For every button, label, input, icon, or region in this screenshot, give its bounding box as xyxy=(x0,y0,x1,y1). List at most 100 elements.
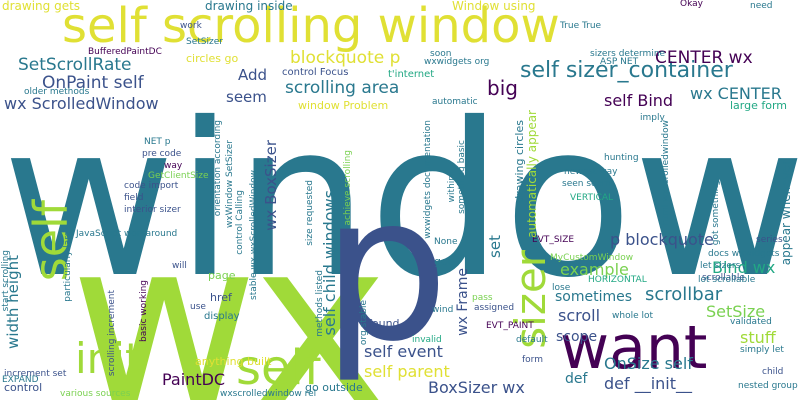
cloud-word: GetClientSize xyxy=(148,172,209,181)
cloud-word: BoxSizer wx xyxy=(428,380,525,396)
cloud-word: href xyxy=(210,292,232,303)
cloud-word: validated xyxy=(730,318,772,327)
cloud-word: will xyxy=(172,262,187,271)
cloud-word: automatically appear xyxy=(526,110,538,238)
cloud-word: whole lot xyxy=(612,312,653,321)
cloud-word: field xyxy=(124,194,143,203)
cloud-word: pre code xyxy=(142,150,181,159)
cloud-word: Window using xyxy=(452,0,536,12)
cloud-word: scrolling area xyxy=(285,80,399,97)
cloud-word: circles go xyxy=(186,53,238,64)
cloud-word: CENTER wx xyxy=(655,50,753,67)
cloud-word: PaintDC xyxy=(162,372,225,388)
cloud-word: code import xyxy=(124,182,178,191)
cloud-word: ASP NET xyxy=(600,58,638,67)
cloud-word: wind xyxy=(432,306,453,315)
cloud-word: wxWindow SetSizer xyxy=(226,140,235,228)
cloud-word: wx ScrolledWindow xyxy=(4,96,159,112)
cloud-word: EVT_PAINT xyxy=(486,322,534,331)
cloud-word: blockquote p xyxy=(290,50,400,67)
cloud-word: org stable xyxy=(360,300,369,345)
cloud-word: need xyxy=(750,2,773,11)
cloud-word: large form xyxy=(730,100,787,111)
cloud-word: hunting xyxy=(604,154,639,163)
cloud-word: got something xyxy=(712,180,721,245)
cloud-word: drawing inside xyxy=(205,0,293,12)
cloud-word: SetSizer xyxy=(186,38,223,47)
cloud-word: lot scrollable xyxy=(698,276,755,285)
cloud-word: achieve scrolling xyxy=(344,150,353,226)
cloud-word: something basic xyxy=(458,140,467,214)
cloud-word: basic working xyxy=(140,280,149,342)
cloud-word: within xyxy=(448,175,457,202)
cloud-word: older methods xyxy=(24,88,89,97)
cloud-word: appear whenever xyxy=(780,160,792,265)
cloud-word: assigned xyxy=(474,304,514,313)
cloud-word: NET p xyxy=(144,138,171,147)
cloud-word: VERTICAL xyxy=(570,194,613,203)
cloud-word: None xyxy=(434,238,457,247)
cloud-word: MyCustomWindow xyxy=(550,254,633,263)
cloud-word: let sizers xyxy=(700,262,740,271)
cloud-word: display xyxy=(204,312,240,322)
cloud-word: methods listed xyxy=(316,270,325,337)
cloud-word: way xyxy=(164,162,182,171)
cloud-word: seen seem xyxy=(562,180,611,189)
cloud-word: various sources xyxy=(60,390,130,399)
cloud-word: p blockquote xyxy=(610,232,714,248)
cloud-word: BufferedPaintDC xyxy=(88,48,162,57)
cloud-word: t'internet xyxy=(388,70,434,80)
cloud-word: default xyxy=(516,336,548,345)
cloud-word: Add xyxy=(238,68,267,83)
cloud-word: orientation according xyxy=(214,120,223,216)
cloud-word: sizer xyxy=(510,250,552,349)
cloud-word: anything built xyxy=(195,356,271,367)
cloud-word: nested group xyxy=(738,382,798,391)
cloud-word: start scrolling xyxy=(2,250,11,311)
cloud-word: wx BoxSizer xyxy=(264,140,279,231)
cloud-word: def __init__ xyxy=(604,376,692,392)
cloud-word: seem xyxy=(226,90,267,105)
cloud-word: window Problem xyxy=(298,100,388,111)
cloud-word: newest way xyxy=(564,168,617,177)
cloud-word: found xyxy=(368,318,400,329)
cloud-word: control Calling xyxy=(236,190,245,255)
cloud-word: html wxscrolledwindow xyxy=(662,120,671,225)
cloud-word: form xyxy=(522,356,543,365)
cloud-word: stuff xyxy=(740,330,776,346)
cloud-word: self Bind xyxy=(604,93,673,109)
cloud-word: page xyxy=(208,270,235,281)
cloud-word: invalid xyxy=(412,336,442,345)
cloud-word: child xyxy=(762,368,783,377)
cloud-word: interior sizer xyxy=(124,206,181,215)
cloud-word: work xyxy=(180,22,202,31)
cloud-word: drawing circles xyxy=(514,120,525,203)
cloud-word: set xyxy=(488,235,503,258)
cloud-word: scrolling increment xyxy=(108,290,117,376)
cloud-word: wxwidgets documentation xyxy=(424,120,433,239)
cloud-word: control Focus xyxy=(282,68,348,78)
cloud-word: lose xyxy=(552,284,570,293)
cloud-word: docs wxwidgets xyxy=(708,250,779,259)
cloud-word: scroll xyxy=(558,308,600,324)
cloud-word: wxscrolledwindow rel xyxy=(220,390,316,399)
cloud-word: OnSize self xyxy=(604,356,693,372)
cloud-word: stable wx wxScrolledWindow xyxy=(250,170,259,300)
cloud-word: def xyxy=(565,372,587,386)
cloud-word: self event xyxy=(364,344,443,360)
cloud-word: particularly large xyxy=(64,225,73,302)
cloud-word: wx Frame xyxy=(456,268,470,336)
cloud-word: big xyxy=(487,78,518,98)
cloud-word: scope xyxy=(556,330,597,344)
cloud-word: EXPAND xyxy=(2,376,39,385)
cloud-word: size requested xyxy=(306,180,315,246)
cloud-word: drawing gets xyxy=(2,0,80,12)
cloud-word: automatic xyxy=(432,98,478,107)
cloud-word: pass xyxy=(472,294,493,303)
cloud-word: got xyxy=(434,256,452,267)
cloud-word: wxwidgets org xyxy=(424,58,489,67)
cloud-word: JavaScript workaround xyxy=(76,230,177,239)
cloud-word: use xyxy=(190,303,206,312)
cloud-word: simply let xyxy=(740,346,784,355)
